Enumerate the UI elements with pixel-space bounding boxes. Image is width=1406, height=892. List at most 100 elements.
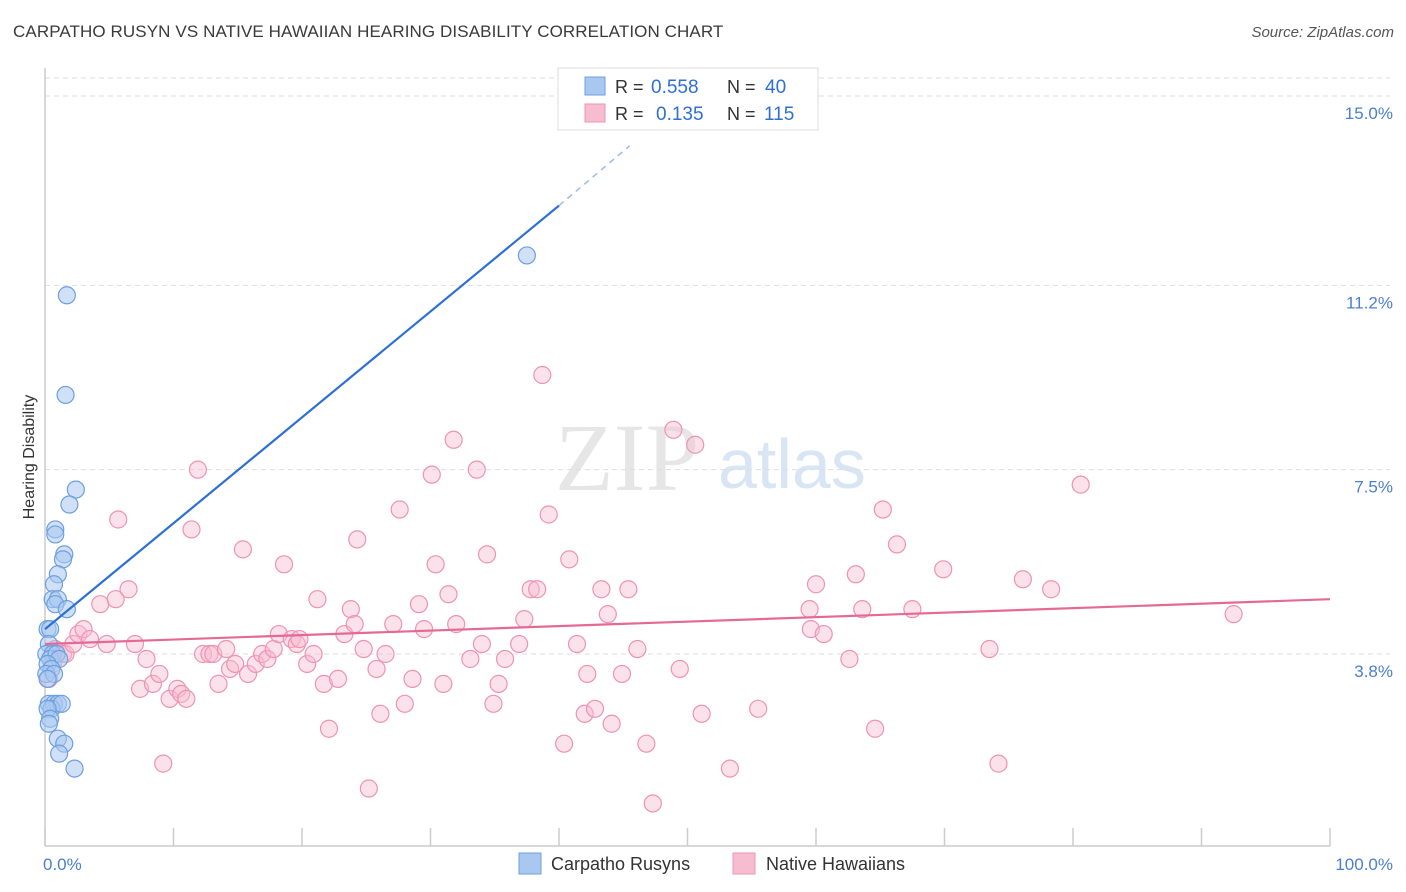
native-hawaiian-point [887,535,907,554]
carpatho-rusyn-trend-line [44,204,560,630]
native-hawaiian-point [567,634,587,654]
native-hawaiian-point [226,654,245,674]
native-hawaiian-point [602,714,621,733]
native-hawaiian-point [359,779,378,798]
native-hawaiian-point [319,719,339,738]
native-hawaiian-point [539,505,558,524]
gridlines [45,77,1390,655]
legend-swatch-pink [584,103,606,123]
native-hawaiian-point [74,619,93,639]
native-hawaiian-point [367,659,386,679]
native-hawaiian-trend-line [44,598,1331,646]
native-hawaiian-point [515,610,534,629]
y-tick-label: 11.2% [1346,293,1393,312]
correlation-legend: R = 0.558 N = 40 R = 0.135 N = 115 [557,67,819,131]
native-hawaiian-point [619,580,638,599]
native-hawaiian-point [376,644,395,664]
native-hawaiian-point [137,649,156,669]
native-hawaiian-point [461,649,480,669]
watermark-zip: ZIP [555,404,699,511]
native-hawaiian-point [434,674,453,693]
native-hawaiian-point [274,555,294,574]
native-hawaiian-point [290,629,309,649]
native-hawaiian-point [1071,475,1090,494]
native-hawaiian-point [447,615,466,634]
native-hawaiian-point [903,600,922,619]
watermark-atlas: atlas [718,425,866,503]
native-hawaiian-point [354,639,373,659]
native-hawaiian-point [328,669,348,689]
bottom-legend-swatch-blue [518,852,542,875]
bottom-legend-swatch-pink [732,852,756,875]
native-hawaiian-point [182,520,201,539]
native-hawaiian-point [814,624,833,644]
native-hawaiian-point [220,659,240,679]
legend-r-value-1: 0.558 [651,77,699,98]
native-hawaiian-point [598,605,617,624]
native-hawaiian-point [414,619,434,639]
native-hawaiian-point [934,560,953,579]
native-hawaiian-point [533,365,552,385]
native-hawaiian-point [749,699,768,718]
native-hawaiian-point [409,595,429,614]
native-hawaiian-point [348,530,367,549]
native-hawaiian-point [484,694,503,713]
native-hawaiian-point [314,674,333,693]
native-hawaiian-point [253,644,272,664]
native-hawaiian-point [150,664,169,684]
native-hawaiian-point [664,420,683,439]
native-hawaiian-point [560,550,579,569]
y-tick-label: 3.8% [1354,662,1393,681]
native-hawaiian-point [298,654,317,674]
native-hawaiian-point [426,555,445,574]
legend-n-value-2: 115 [764,104,794,125]
native-hawaiian-point [555,734,574,753]
native-hawaiian-point [422,465,441,484]
legend-r-label-2: R = [615,104,644,124]
native-hawaiian-point [154,754,173,773]
native-hawaiian-point [444,430,463,449]
native-hawaiian-point [233,540,252,559]
carpatho-rusyn-point [46,525,65,544]
native-hawaiian-point [840,649,859,669]
native-hawaiian-point [177,689,196,708]
bottom-legend-label-1: Carpatho Rusyns [551,854,690,874]
native-hawaiian-point [193,644,213,664]
x-tick-label-min: 0.0% [43,855,82,874]
native-hawaiian-point [686,435,705,454]
native-hawaiian-point [188,460,208,479]
native-hawaiian-point [720,759,740,778]
native-hawaiian-point [246,654,265,674]
carpatho-rusyn-point [65,759,84,778]
native-hawaiian-point [1013,570,1032,589]
native-hawaiian-point [612,664,632,684]
y-tick-labels: 3.8% 7.5% 11.2% 15.0% [1345,104,1393,681]
legend-swatch-blue [584,76,606,96]
native-hawaiian-point [209,674,228,693]
native-hawaiian-point [628,639,647,659]
native-hawaiian-point [106,590,125,609]
bottom-legend-label-2: Native Hawaiians [766,854,905,874]
native-hawaiian-point [467,460,486,479]
legend-r-value-2: 0.135 [656,104,704,125]
native-hawaiian-point [472,634,491,654]
native-hawaiian-point [172,684,191,703]
native-hawaiian-point [384,615,403,634]
carpatho-rusyns-points [37,246,536,778]
native-hawaiian-point [477,545,497,564]
native-hawaiian-point [692,704,711,723]
carpatho-rusyn-point [517,246,536,265]
legend-n-label-2: N = [727,104,756,124]
carpatho-rusyn-point [57,286,76,305]
native-hawaiian-point [341,600,360,619]
native-hawaiian-point [403,669,422,689]
native-hawaiian-point [643,794,662,813]
native-hawaiian-point [395,694,414,713]
carpatho-rusyn-point [39,714,58,733]
carpatho-rusyn-point [56,385,75,405]
source-label: Source: ZipAtlas.com [1251,24,1394,41]
x-tick-label-max: 100.0% [1335,855,1393,874]
native-hawaiian-point [866,719,885,738]
native-hawaiian-point [238,664,258,684]
legend-n-value-1: 40 [765,77,786,98]
